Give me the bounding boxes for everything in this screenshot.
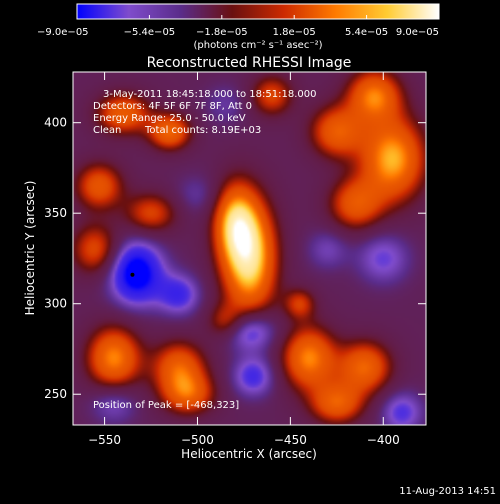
peak-marker [130, 272, 135, 277]
colorbar-ticks: −9.0e−05 −5.4e−05 −1.8e−05 1.8e−05 5.4e−05 9.… [37, 15, 440, 38]
chart-title: Reconstructed RHESSI Image [147, 55, 352, 71]
annotation-detectors: Detectors: 4F 5F 6F 7F 8F, Att 0 [93, 101, 252, 112]
colorbar-gradient [76, 3, 440, 20]
colorbar-tick-label: 9.0e−05 [396, 27, 439, 38]
colorbar-tick-label: −5.4e−05 [124, 27, 176, 38]
annotation-peak-position: Position of Peak = [-468,323] [93, 400, 239, 411]
x-tick-label: −450 [274, 433, 307, 447]
annotation-energy-range: Energy Range: 25.0 - 50.0 keV [93, 113, 246, 124]
heatmap-image [73, 72, 426, 425]
x-axis-ticks: −550 −500 −450 −400 [88, 72, 400, 447]
y-tick-label: 350 [44, 206, 67, 220]
plot-frame [72, 71, 427, 426]
colorbar-tick-label: −1.8e−05 [196, 27, 248, 38]
colorbar-tick-label: −9.0e−05 [37, 27, 89, 38]
annotation-time-range: 3-May-2011 18:45:18.000 to 18:51:18.000 [103, 89, 316, 100]
x-tick-label: −500 [181, 433, 214, 447]
annotation-total-counts: Total counts: 8.19E+03 [144, 125, 261, 136]
colorbar-units-label: (photons cm⁻² s⁻¹ asec⁻²) [193, 40, 322, 51]
colorbar-tick-label: 1.8e−05 [273, 27, 316, 38]
colorbar-tick-label: 5.4e−05 [345, 27, 388, 38]
y-tick-label: 400 [44, 116, 67, 130]
annotation-algorithm: Clean [93, 125, 121, 136]
y-tick-label: 300 [44, 297, 67, 311]
annotation-block: 3-May-2011 18:45:18.000 to 18:51:18.000 … [93, 89, 316, 411]
x-tick-label: −550 [88, 433, 121, 447]
y-axis-ticks: 250 300 350 400 [44, 116, 426, 401]
x-axis-label: Heliocentric X (arcsec) [181, 447, 317, 461]
colorbar: −9.0e−05 −5.4e−05 −1.8e−05 1.8e−05 5.4e−05 9.… [37, 3, 440, 51]
y-tick-label: 250 [44, 387, 67, 401]
x-tick-label: −400 [367, 433, 400, 447]
y-axis-label: Heliocentric Y (arcsec) [23, 181, 37, 316]
footer-timestamp: 11-Aug-2013 14:51 [399, 486, 496, 497]
